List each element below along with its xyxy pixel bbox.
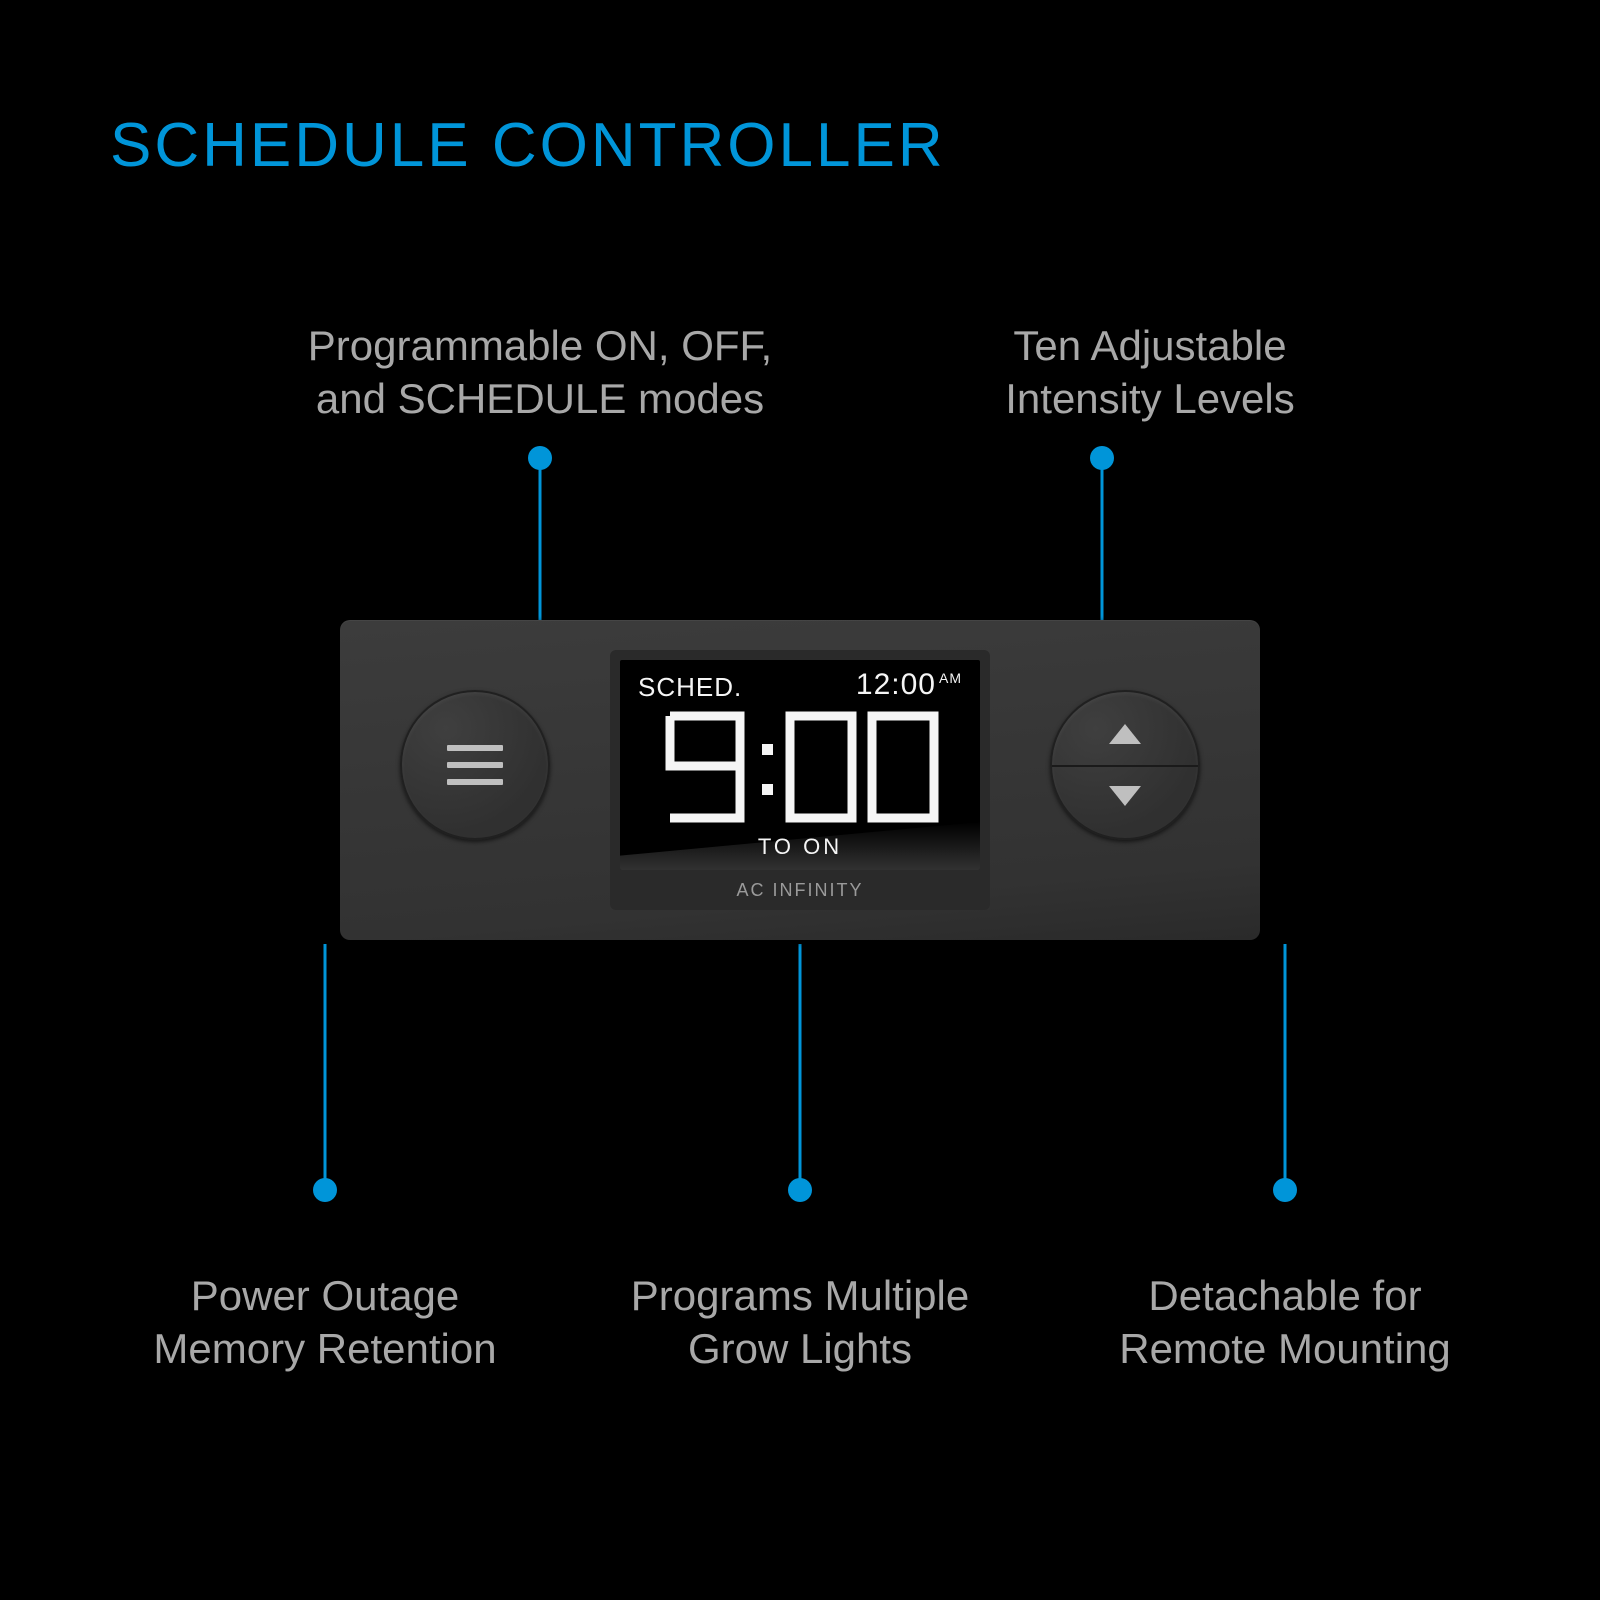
leader-dot: [788, 1178, 812, 1202]
up-down-button[interactable]: [1050, 690, 1200, 840]
menu-button[interactable]: [400, 690, 550, 840]
lcd-screen: SCHED. 12:00 AM: [620, 660, 980, 870]
clock-time: 12:00: [856, 668, 936, 702]
countdown-time: [620, 708, 980, 826]
menu-icon: [447, 745, 503, 785]
page-title: SCHEDULE CONTROLLER: [110, 110, 946, 181]
mode-label: SCHED.: [638, 672, 742, 703]
clock-readout: 12:00 AM: [856, 668, 962, 702]
status-label: TO ON: [620, 834, 980, 860]
callout-bottom-right: Detachable for Remote Mounting: [1055, 1270, 1515, 1375]
brand-label: AC INFINITY: [620, 880, 980, 901]
controller-device: SCHED. 12:00 AM: [340, 620, 1260, 940]
callout-top-left: Programmable ON, OFF, and SCHEDULE modes: [260, 320, 820, 425]
lcd-screen-frame: SCHED. 12:00 AM: [610, 650, 990, 910]
callout-top-right: Ten Adjustable Intensity Levels: [900, 320, 1400, 425]
leader-dot: [1273, 1178, 1297, 1202]
leader-dot: [313, 1178, 337, 1202]
leader-dot: [528, 446, 552, 470]
clock-ampm: AM: [939, 671, 962, 685]
chevron-down-icon: [1109, 786, 1141, 806]
leader-dot: [1090, 446, 1114, 470]
callout-bottom-left: Power Outage Memory Retention: [85, 1270, 565, 1375]
chevron-up-icon: [1109, 724, 1141, 744]
callout-bottom-center: Programs Multiple Grow Lights: [555, 1270, 1045, 1375]
